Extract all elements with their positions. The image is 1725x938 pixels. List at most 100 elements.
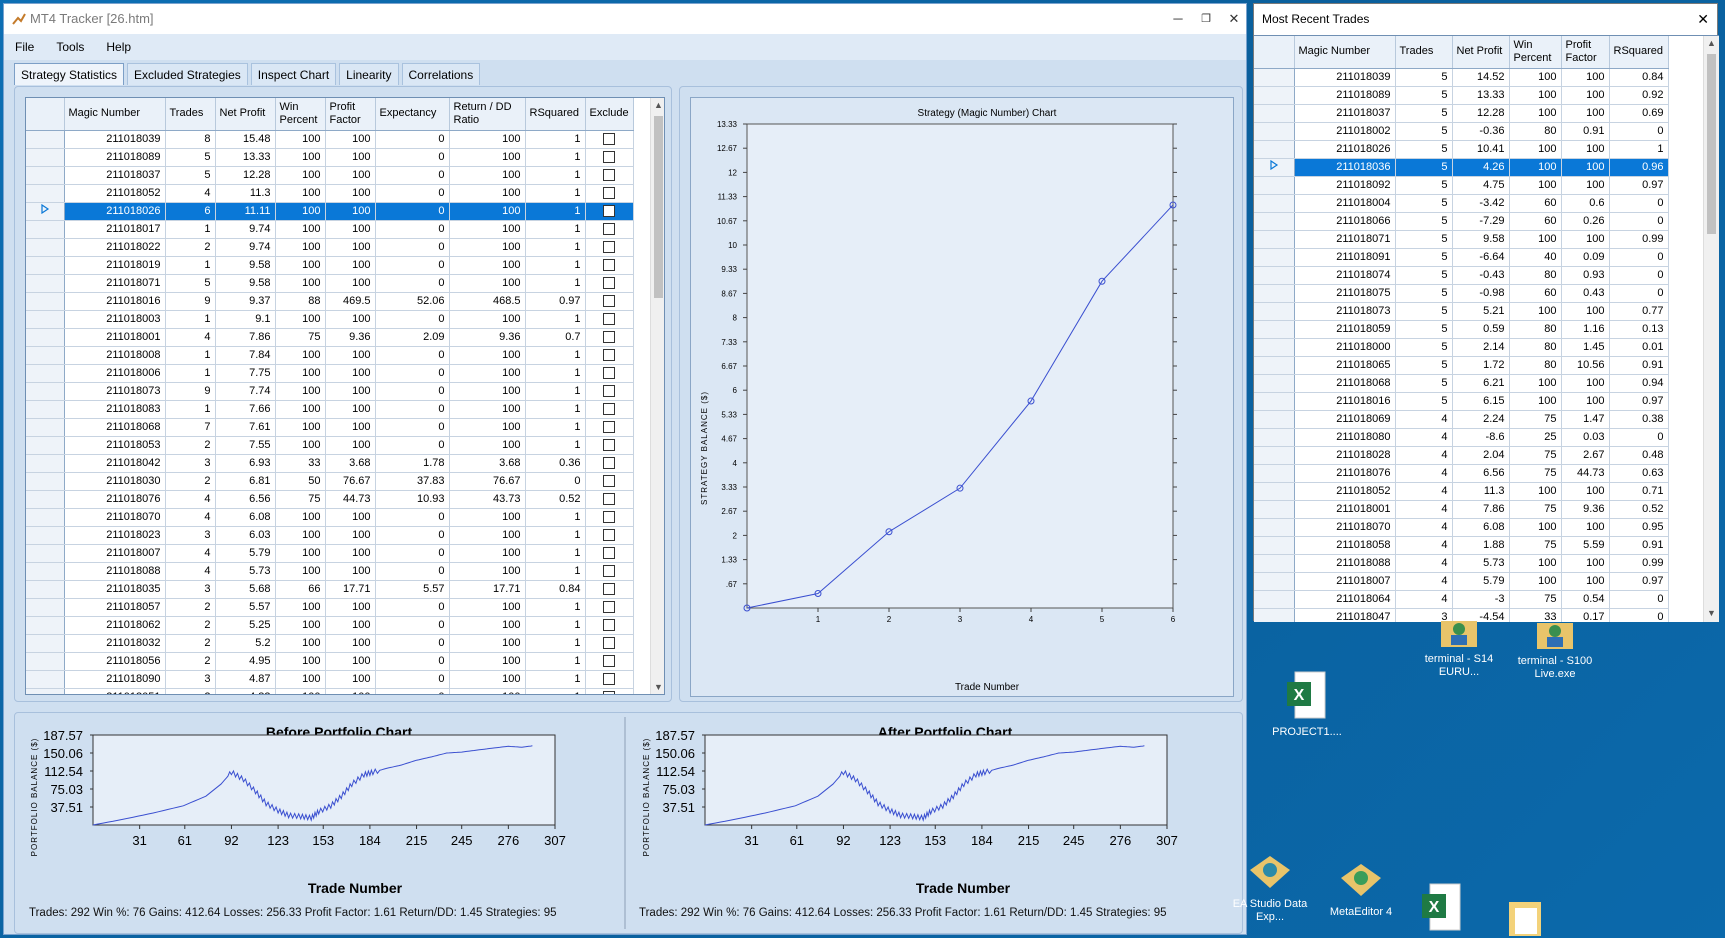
recent-table-row[interactable]: 211018069 4 2.24 75 1.47 0.38 [1254,410,1669,429]
recent-table-row[interactable]: 211018004 5 -3.42 60 0.6 0 [1254,194,1669,213]
row-header[interactable] [1254,410,1295,429]
row-header[interactable] [1254,392,1295,411]
recent-column-header[interactable]: Win Percent [1509,36,1562,69]
row-header[interactable] [26,238,65,257]
desktop-icon-folder[interactable] [1485,898,1565,938]
table-row[interactable]: 211018052 4 11.3 100 100 0 100 1 [26,184,634,203]
column-header[interactable]: Return / DD Ratio [449,98,526,131]
desktop-icon-metaeditor[interactable]: MetaEditor 4 [1316,858,1406,919]
row-header[interactable] [26,418,65,437]
table-row[interactable]: 211018090 3 4.87 100 100 0 100 1 [26,670,634,689]
exclude-checkbox[interactable] [603,600,616,613]
row-header[interactable] [26,274,65,293]
table-row[interactable]: 211018019 1 9.58 100 100 0 100 1 [26,256,634,275]
row-header[interactable] [26,310,65,329]
table-row[interactable]: 211018007 4 5.79 100 100 0 100 1 [26,544,634,563]
exclude-checkbox[interactable] [603,510,616,523]
exclude-checkbox[interactable] [603,168,616,181]
table-row[interactable]: 211018023 3 6.03 100 100 0 100 1 [26,526,634,545]
row-header[interactable] [1254,194,1295,213]
row-header[interactable] [26,454,65,473]
minimize-button[interactable]: ─ [1173,11,1183,26]
recent-table-row[interactable]: 211018066 5 -7.29 60 0.26 0 [1254,212,1669,231]
column-header[interactable]: Trades [165,98,216,131]
row-header[interactable] [26,562,65,581]
row-header[interactable] [1254,500,1295,519]
recent-table-row[interactable]: 211018028 4 2.04 75 2.67 0.48 [1254,446,1669,465]
table-row[interactable]: 211018071 5 9.58 100 100 0 100 1 [26,274,634,293]
row-header[interactable] [26,130,65,149]
exclude-checkbox[interactable] [603,222,616,235]
row-header[interactable] [26,184,65,203]
recent-table-row[interactable]: 211018016 5 6.15 100 100 0.97 [1254,392,1669,411]
scroll-thumb[interactable] [654,116,663,298]
exclude-checkbox[interactable] [603,636,616,649]
row-header[interactable] [1254,464,1295,483]
exclude-checkbox[interactable] [603,204,616,217]
table-row[interactable]: 211018016 9 9.37 88 469.5 52.06 468.5 0.97 [26,292,634,311]
row-header[interactable] [26,346,65,365]
exclude-checkbox[interactable] [603,312,616,325]
recent-table-row[interactable]: 211018080 4 -8.6 25 0.03 0 [1254,428,1669,447]
exclude-checkbox[interactable] [603,438,616,451]
row-header[interactable] [26,544,65,563]
strategy-grid-scrollbar[interactable]: ▲ ▼ [650,98,664,694]
row-header[interactable] [1254,176,1295,195]
exclude-checkbox[interactable] [603,618,616,631]
exclude-checkbox[interactable] [603,258,616,271]
row-header[interactable] [1254,356,1295,375]
recent-table-row[interactable]: 211018039 5 14.52 100 100 0.84 [1254,68,1669,87]
row-header[interactable] [26,382,65,401]
row-header[interactable] [26,598,65,617]
row-header[interactable] [1254,518,1295,537]
recent-table-row[interactable]: 211018036 5 4.26 100 100 0.96 [1254,158,1669,177]
recent-close-icon[interactable]: ✕ [1697,11,1709,27]
row-header[interactable] [1254,482,1295,501]
recent-column-header[interactable]: Magic Number [1294,36,1396,69]
row-header[interactable] [26,148,65,167]
row-header[interactable] [1254,320,1295,339]
table-row[interactable]: 211018083 1 7.66 100 100 0 100 1 [26,400,634,419]
tab-inspect-chart[interactable]: Inspect Chart [250,63,337,85]
desktop-icon-excel-file[interactable]: X [1402,882,1482,938]
exclude-checkbox[interactable] [603,690,616,694]
exclude-checkbox[interactable] [603,186,616,199]
row-header[interactable] [26,634,65,653]
table-row[interactable]: 211018008 1 7.84 100 100 0 100 1 [26,346,634,365]
desktop-icon-project1[interactable]: X PROJECT1.... [1261,670,1353,739]
row-header[interactable] [1254,212,1295,231]
recent-column-header[interactable]: Trades [1395,36,1453,69]
recent-column-header[interactable]: Profit Factor [1561,36,1610,69]
table-row[interactable]: 211018032 2 5.2 100 100 0 100 1 [26,634,634,653]
exclude-checkbox[interactable] [603,330,616,343]
table-row[interactable]: 211018070 4 6.08 100 100 0 100 1 [26,508,634,527]
recent-table-row[interactable]: 211018088 4 5.73 100 100 0.99 [1254,554,1669,573]
row-header[interactable] [26,652,65,671]
menu-file[interactable]: File [15,40,35,54]
recent-table-row[interactable]: 211018002 5 -0.36 80 0.91 0 [1254,122,1669,141]
exclude-checkbox[interactable] [603,456,616,469]
row-header[interactable] [1254,122,1295,141]
recent-table-row[interactable]: 211018089 5 13.33 100 100 0.92 [1254,86,1669,105]
column-header[interactable]: RSquared [525,98,586,131]
recent-table-row[interactable]: 211018047 3 -4.54 33 0.17 0 [1254,608,1669,622]
close-button[interactable]: ✕ [1228,11,1240,26]
table-row[interactable]: 211018089 5 13.33 100 100 0 100 1 [26,148,634,167]
column-header[interactable]: Magic Number [64,98,166,131]
recent-table-row[interactable]: 211018001 4 7.86 75 9.36 0.52 [1254,500,1669,519]
recent-table-row[interactable]: 211018037 5 12.28 100 100 0.69 [1254,104,1669,123]
desktop-icon-terminal-s14[interactable]: terminal - S14 EURU... [1413,615,1505,679]
exclude-checkbox[interactable] [603,546,616,559]
row-header[interactable] [1254,554,1295,573]
exclude-checkbox[interactable] [603,672,616,685]
column-header[interactable]: Exclude [585,98,634,131]
desktop-icon-ea-studio[interactable]: EA Studio Data Exp... [1230,850,1310,924]
row-header[interactable] [26,220,65,239]
recent-table-row[interactable]: 211018059 5 0.59 80 1.16 0.13 [1254,320,1669,339]
table-row[interactable]: 211018053 2 7.55 100 100 0 100 1 [26,436,634,455]
row-header[interactable] [1254,86,1295,105]
row-header[interactable] [26,472,65,491]
exclude-checkbox[interactable] [603,240,616,253]
recent-table-row[interactable]: 211018071 5 9.58 100 100 0.99 [1254,230,1669,249]
table-row[interactable]: 211018003 1 9.1 100 100 0 100 1 [26,310,634,329]
